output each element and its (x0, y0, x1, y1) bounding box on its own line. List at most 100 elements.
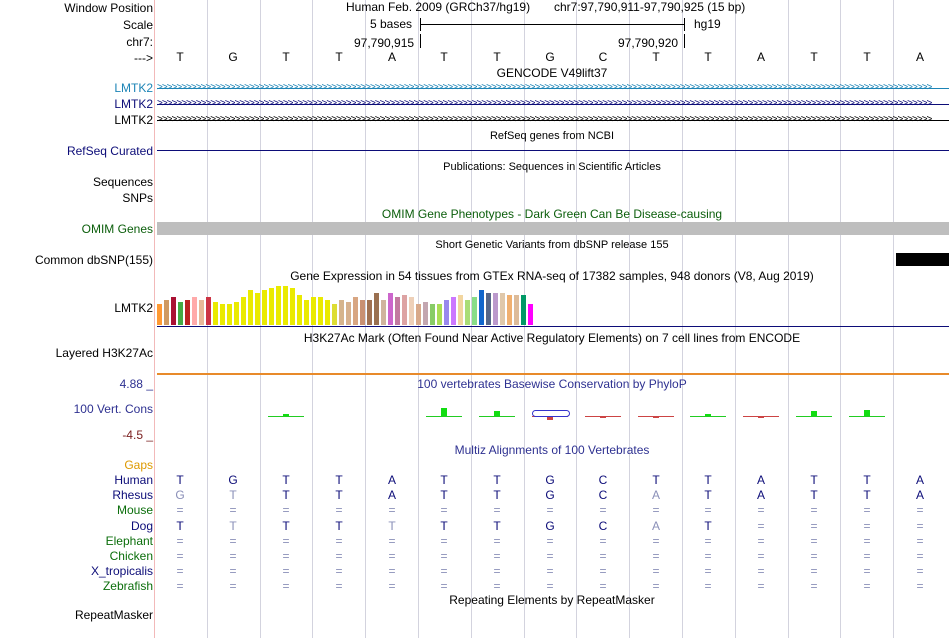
species-label[interactable]: Human (114, 473, 153, 487)
gtex-tissue-bar[interactable] (360, 300, 365, 325)
gtex-tissue-bar[interactable] (430, 304, 435, 325)
gtex-tissue-bar[interactable] (227, 304, 232, 325)
species-label[interactable]: Mouse (116, 503, 153, 517)
phylop-score-bar[interactable] (600, 416, 606, 418)
gtex-tissue-bar[interactable] (423, 302, 428, 325)
refseq-gene-line[interactable] (157, 150, 949, 151)
gtex-tissue-bar[interactable] (262, 290, 267, 325)
species-label[interactable]: Rhesus (112, 488, 153, 502)
gtex-tissue-bar[interactable] (521, 295, 526, 325)
gtex-tissue-bar[interactable] (479, 290, 484, 325)
dbsnp-variant[interactable] (896, 253, 949, 266)
phylop-score-tick[interactable] (796, 416, 832, 417)
phylop-score-bar[interactable] (705, 414, 711, 416)
phylop-score-tick[interactable] (690, 416, 726, 417)
dbsnp-title[interactable]: Short Genetic Variants from dbSNP releas… (435, 239, 669, 251)
refseq-label[interactable]: RefSeq Curated (66, 144, 153, 158)
phylop-label[interactable]: 100 Vert. Cons (73, 402, 153, 416)
phylop-negative-marker[interactable] (532, 410, 570, 417)
gtex-tissue-bar[interactable] (500, 293, 505, 325)
gtex-tissue-bar[interactable] (234, 302, 239, 325)
phylop-score-bar[interactable] (864, 410, 870, 416)
phylop-score-bar[interactable] (494, 411, 500, 416)
strand-arrow-label[interactable]: ---> (134, 51, 153, 65)
species-label[interactable]: Elephant (105, 534, 153, 548)
phylop-score-tick[interactable] (426, 416, 462, 417)
gaps-label[interactable]: Gaps (124, 458, 153, 472)
omim-title[interactable]: OMIM Gene Phenotypes - Dark Green Can Be… (381, 207, 723, 221)
repeatmasker-label[interactable]: RepeatMasker (74, 608, 153, 622)
gtex-tissue-bar[interactable] (192, 297, 197, 325)
gtex-tissue-bar[interactable] (388, 293, 393, 325)
species-label[interactable]: X_tropicalis (90, 564, 153, 578)
h3k27ac-signal-line[interactable] (157, 373, 949, 375)
gtex-tissue-bar[interactable] (528, 304, 533, 325)
gtex-tissue-bar[interactable] (514, 295, 519, 325)
gtex-tissue-bar[interactable] (381, 300, 386, 325)
gtex-tissue-bar[interactable] (367, 300, 372, 325)
gtex-tissue-bar[interactable] (248, 290, 253, 325)
gtex-tissue-bar[interactable] (255, 293, 260, 325)
gencode-title[interactable]: GENCODE V49lift37 (496, 66, 608, 80)
gtex-tissue-bar[interactable] (171, 297, 176, 325)
gtex-tissue-bar[interactable] (185, 300, 190, 325)
gtex-tissue-bar[interactable] (269, 288, 274, 325)
gtex-tissue-bar[interactable] (374, 293, 379, 325)
repeatmasker-title[interactable]: Repeating Elements by RepeatMasker (449, 593, 655, 607)
gtex-tissue-bar[interactable] (507, 295, 512, 325)
gencode-gene-label-2[interactable]: LMTK2 (114, 97, 153, 111)
gtex-tissue-bar[interactable] (276, 286, 281, 325)
gtex-tissue-bar[interactable] (220, 304, 225, 325)
multiz-title[interactable]: Multiz Alignments of 100 Vertebrates (454, 443, 650, 457)
omim-label[interactable]: OMIM Genes (81, 222, 153, 236)
gtex-tissue-bar[interactable] (451, 297, 456, 325)
phylop-score-tick[interactable] (268, 416, 304, 417)
gtex-tissue-bar[interactable] (290, 288, 295, 325)
gtex-tissue-bar[interactable] (346, 302, 351, 325)
gtex-tissue-bar[interactable] (395, 297, 400, 325)
gtex-tissue-bar[interactable] (465, 300, 470, 325)
gtex-tissue-bar[interactable] (318, 297, 323, 325)
gene-model-line[interactable] (157, 104, 949, 105)
gtex-title[interactable]: Gene Expression in 54 tissues from GTEx … (290, 269, 814, 283)
gtex-tissue-bar[interactable] (416, 304, 421, 325)
gtex-tissue-bar[interactable] (164, 300, 169, 325)
phylop-score-bar[interactable] (547, 416, 553, 420)
snps-label[interactable]: SNPs (122, 191, 153, 205)
gtex-tissue-bar[interactable] (472, 297, 477, 325)
gtex-tissue-bar[interactable] (332, 304, 337, 325)
sequences-label[interactable]: Sequences (92, 175, 153, 189)
omim-feature-bar[interactable] (157, 222, 949, 235)
gtex-tissue-bar[interactable] (325, 300, 330, 325)
gtex-tissue-bar[interactable] (458, 295, 463, 325)
gtex-tissue-bar[interactable] (241, 297, 246, 325)
gtex-tissue-bar[interactable] (437, 304, 442, 325)
gencode-gene-label-1[interactable]: LMTK2 (114, 81, 153, 95)
gtex-tissue-bar[interactable] (178, 302, 183, 325)
gtex-tissue-bar[interactable] (493, 293, 498, 325)
gtex-tissue-bar[interactable] (486, 293, 491, 325)
phylop-score-tick[interactable] (849, 416, 885, 417)
gtex-tissue-bar[interactable] (213, 302, 218, 325)
dbsnp-label[interactable]: Common dbSNP(155) (34, 253, 153, 267)
phylop-title[interactable]: 100 vertebrates Basewise Conservation by… (417, 377, 687, 391)
gtex-tissue-bar[interactable] (283, 286, 288, 325)
publications-title[interactable]: Publications: Sequences in Scientific Ar… (443, 161, 661, 173)
phylop-score-bar[interactable] (653, 416, 659, 418)
species-label[interactable]: Chicken (109, 549, 153, 563)
h3k27ac-title[interactable]: H3K27Ac Mark (Often Found Near Active Re… (303, 331, 801, 345)
phylop-score-bar[interactable] (441, 408, 447, 416)
gtex-tissue-bar[interactable] (311, 297, 316, 325)
phylop-score-tick[interactable] (479, 416, 515, 417)
species-label[interactable]: Zebrafish (102, 579, 153, 593)
gtex-tissue-bar[interactable] (339, 300, 344, 325)
species-label[interactable]: Dog (130, 519, 153, 533)
gene-model-line[interactable] (157, 120, 949, 121)
phylop-score-bar[interactable] (758, 416, 764, 418)
refseq-title[interactable]: RefSeq genes from NCBI (489, 130, 615, 142)
gtex-tissue-bar[interactable] (297, 295, 302, 325)
gtex-tissue-bar[interactable] (353, 297, 358, 325)
phylop-score-bar[interactable] (811, 411, 817, 416)
gtex-tissue-bar[interactable] (444, 300, 449, 325)
